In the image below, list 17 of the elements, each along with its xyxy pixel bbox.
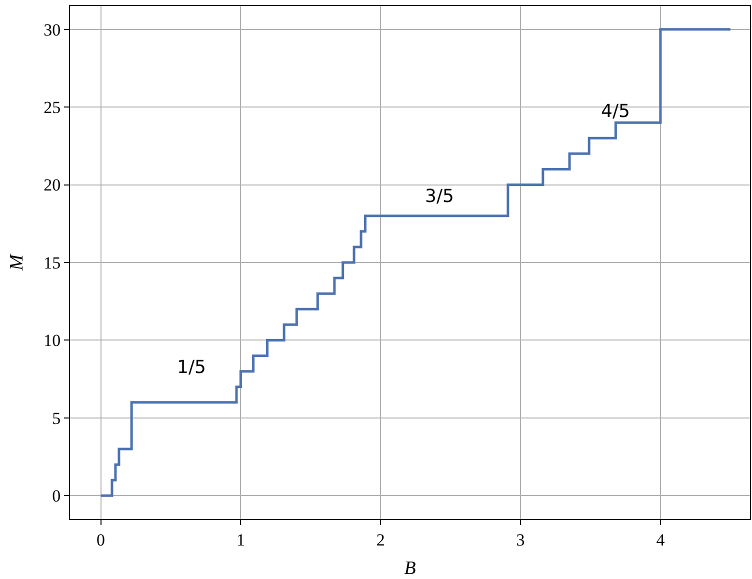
annotation: 3/5	[425, 186, 454, 207]
annotation: 1/5	[177, 357, 206, 378]
x-tick-label: 2	[376, 530, 385, 550]
y-tick-label: 25	[44, 98, 61, 117]
x-tick-label: 0	[96, 530, 106, 550]
y-tick-label: 20	[44, 176, 61, 195]
x-tick-label: 3	[516, 530, 525, 550]
x-tick-label: 4	[656, 530, 666, 550]
x-axis-title: B	[404, 558, 416, 579]
y-tick-label: 10	[44, 331, 61, 350]
y-axis-title: M	[6, 253, 28, 272]
y-tick-label: 15	[44, 253, 61, 272]
y-tick-label: 5	[52, 408, 61, 428]
annotation: 4/5	[601, 101, 630, 122]
y-tick-label: 0	[52, 486, 61, 506]
y-tick-label: 30	[44, 20, 61, 40]
x-tick-label: 1	[236, 530, 245, 550]
